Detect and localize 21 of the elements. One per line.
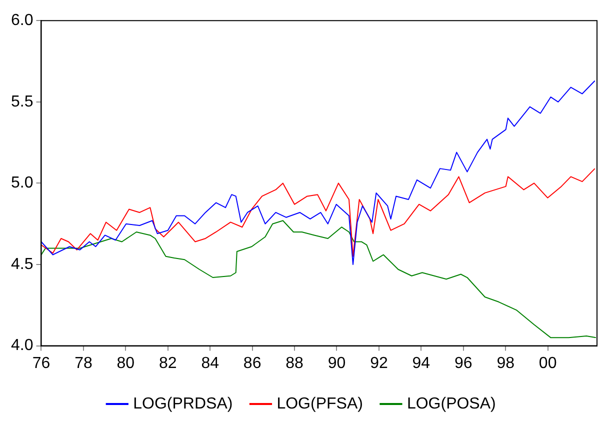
x-tick-label: 96 [454, 354, 472, 372]
x-tick-label: 86 [243, 354, 262, 372]
x-tick-label: 92 [370, 354, 388, 372]
x-tick-label: 84 [201, 354, 220, 372]
x-tick-label: 80 [116, 354, 135, 372]
x-tick-label: 90 [328, 354, 346, 372]
y-tick-label: 5.5 [10, 93, 34, 110]
x-tick-label: 94 [412, 354, 430, 372]
y-tick-label: 5.0 [10, 174, 34, 192]
y-tick-label: 6.0 [10, 12, 34, 30]
x-tick-label: 78 [74, 354, 92, 372]
legend-label: LOG(POSA) [406, 395, 496, 412]
y-tick-label: 4.5 [10, 256, 34, 273]
x-tick-label: 00 [538, 354, 557, 372]
x-tick-label: 98 [496, 354, 515, 372]
legend-label: LOG(PRDSA) [133, 395, 233, 412]
x-tick-label: 82 [158, 354, 177, 372]
x-tick-label: 76 [32, 354, 50, 372]
y-tick-label: 4.0 [10, 337, 34, 354]
legend-label: LOG(PFSA) [276, 395, 363, 412]
x-tick-label: 88 [286, 354, 304, 372]
